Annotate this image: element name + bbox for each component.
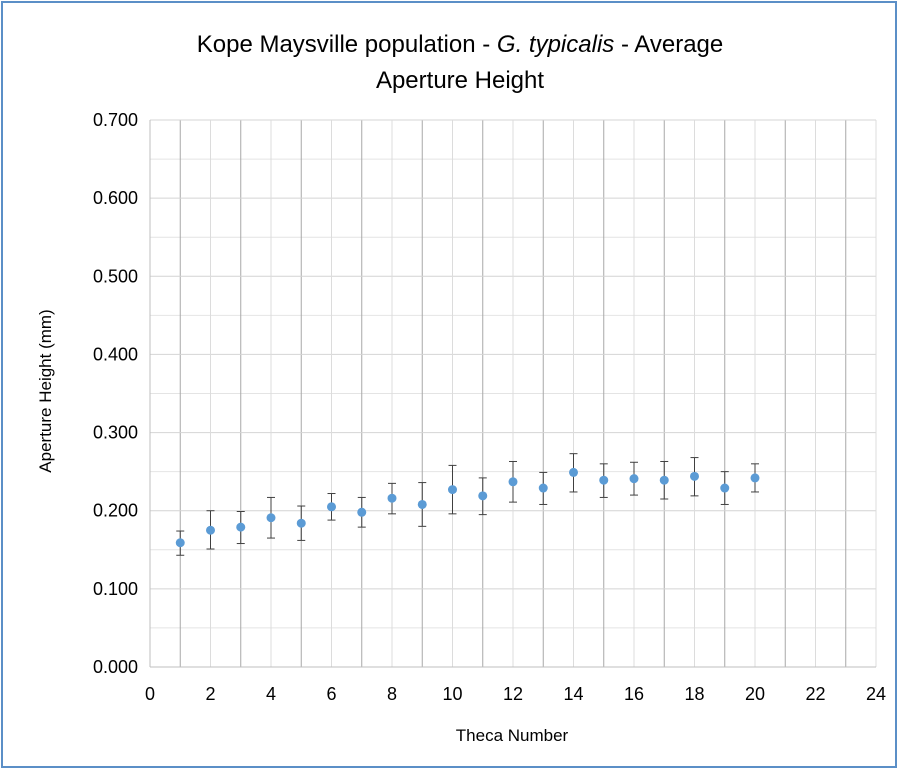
data-point	[206, 525, 215, 535]
y-tick-label: 0.200	[93, 501, 138, 521]
data-point	[175, 538, 185, 548]
data-point	[478, 491, 488, 501]
x-axis-label: Theca Number	[456, 726, 569, 745]
x-tick-label: 8	[387, 684, 397, 704]
data-points	[175, 467, 760, 548]
data-point	[659, 475, 669, 485]
x-tick-label: 18	[684, 684, 704, 704]
data-point	[599, 475, 609, 485]
data-point	[569, 467, 578, 477]
x-tick-label: 14	[563, 684, 583, 704]
x-tick-label: 10	[442, 684, 462, 704]
data-point	[448, 485, 457, 495]
data-point	[720, 483, 730, 493]
data-point	[417, 499, 427, 509]
data-point	[236, 522, 246, 532]
data-point	[266, 513, 276, 523]
data-point	[690, 471, 699, 481]
data-point	[750, 473, 760, 483]
x-tick-label: 2	[205, 684, 215, 704]
y-tick-label: 0.700	[93, 110, 138, 130]
data-point	[387, 493, 397, 503]
x-tick-label: 12	[503, 684, 523, 704]
y-tick-label: 0.500	[93, 266, 138, 286]
error-bars	[176, 453, 759, 556]
x-tick-label: 24	[866, 684, 886, 704]
data-point	[508, 477, 518, 487]
tick-labels: 0.000 0.100 0.200 0.300 0.400 0.500 0.600 0.700…	[93, 110, 886, 704]
chart-title-part-1: Kope Maysville population -	[197, 31, 497, 58]
data-point	[629, 474, 639, 484]
x-tick-label: 22	[805, 684, 825, 704]
chart-title-species: G. typicalis	[497, 31, 614, 58]
x-tick-label: 4	[266, 684, 276, 704]
y-axis-label: Aperture Height (mm)	[36, 309, 55, 472]
data-point	[327, 502, 336, 512]
x-tick-label: 0	[145, 684, 155, 704]
y-tick-label: 0.000	[93, 657, 138, 677]
grid-layer	[150, 119, 877, 667]
axis-layer	[149, 120, 876, 668]
y-tick-label: 0.600	[93, 188, 138, 208]
data-point	[296, 518, 306, 528]
chart-title-line2: Aperture Height	[376, 67, 544, 94]
data-point	[357, 507, 367, 517]
y-tick-label: 0.400	[93, 344, 138, 364]
chart-title-line1: Kope Maysville population - G. typicalis…	[197, 31, 724, 58]
y-tick-label: 0.100	[93, 579, 138, 599]
chart-title-part-3: - Average	[614, 31, 723, 58]
y-tick-label: 0.300	[93, 423, 138, 443]
x-tick-label: 6	[326, 684, 336, 704]
data-point	[538, 483, 548, 493]
x-tick-label: 20	[745, 684, 765, 704]
x-tick-label: 16	[624, 684, 644, 704]
